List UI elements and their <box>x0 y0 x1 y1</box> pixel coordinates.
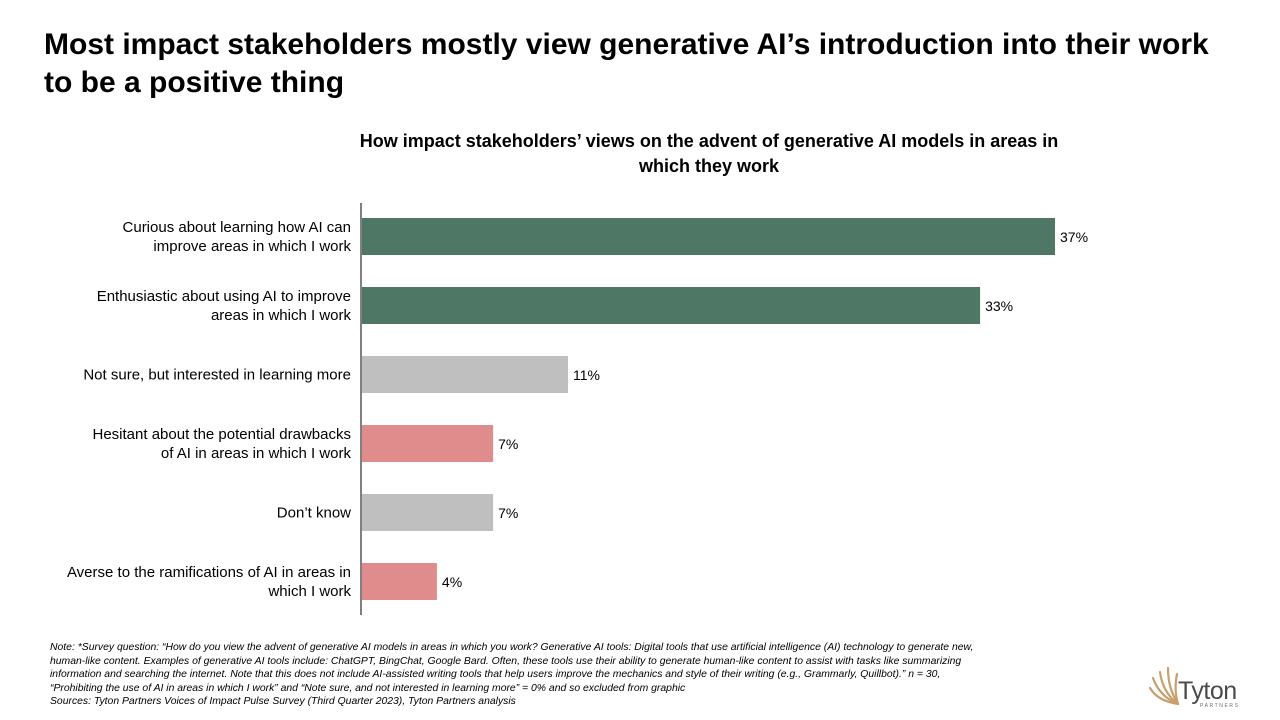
bar-5 <box>362 494 494 531</box>
bar-2 <box>362 287 981 324</box>
value-label-2: 33% <box>985 298 1013 314</box>
chart-title: How impact stakeholders’ views on the ad… <box>359 131 1059 176</box>
category-label-line: Hesitant about the potential drawbacks <box>93 426 352 443</box>
category-label-6: Averse to the ramifications of AI in are… <box>67 564 352 600</box>
bar-4 <box>362 425 494 462</box>
value-label-4: 7% <box>498 436 518 452</box>
category-label-line: Averse to the ramifications of AI in are… <box>67 564 351 581</box>
category-label-line: improve areas in which I work <box>153 238 351 255</box>
note-line-1: Note: *Survey question: “How do you view… <box>50 642 974 653</box>
category-label-2: Enthusiastic about using AI to improve ar… <box>97 288 352 324</box>
category-label-line: of AI in areas in which I work <box>161 445 352 462</box>
category-label-line: Enthusiastic about using AI to improve <box>97 288 351 305</box>
value-label-1: 37% <box>1060 229 1088 245</box>
bar-3 <box>362 356 569 393</box>
category-label-line: which I work <box>267 583 351 600</box>
tyton-partners-logo: Tyton PARTNERS <box>1148 664 1248 712</box>
footnote: Note: *Survey question: “How do you view… <box>50 641 1140 709</box>
note-line-4: “Prohibiting the use of AI in areas in w… <box>50 682 686 694</box>
bar-1 <box>362 218 1055 255</box>
value-label-3: 11% <box>573 367 600 383</box>
category-label-4: Hesitant about the potential drawbacks of… <box>93 426 352 462</box>
category-label-3: Not sure, but interested in learning mor… <box>83 367 351 384</box>
note-line-3: information and searching the internet. … <box>50 669 941 681</box>
category-label-1: Curious about learning how AI can improve… <box>123 219 352 255</box>
category-label-line: Curious about learning how AI can <box>123 219 351 236</box>
category-label-5: Don’t know <box>277 505 351 522</box>
slide-headline: Most impact stakeholders mostly view gen… <box>44 28 1209 99</box>
wing-icon <box>1148 666 1180 706</box>
value-label-5: 7% <box>498 505 518 521</box>
value-label-6: 4% <box>442 574 462 590</box>
bar-6 <box>362 563 437 600</box>
logo-wordmark: Tyton <box>1178 677 1237 705</box>
bar-chart: 37% Curious about learning how AI can impr… <box>67 203 1088 615</box>
category-label-line: areas in which I work <box>211 307 352 324</box>
category-label-line: Not sure, but interested in learning mor… <box>83 367 351 384</box>
note-line-2: human-like content. Examples of generati… <box>50 655 962 667</box>
sources-line: Sources: Tyton Partners Voices of Impact… <box>50 696 516 708</box>
category-label-line: Don’t know <box>277 505 351 522</box>
logo-subtitle: PARTNERS <box>1200 703 1240 709</box>
